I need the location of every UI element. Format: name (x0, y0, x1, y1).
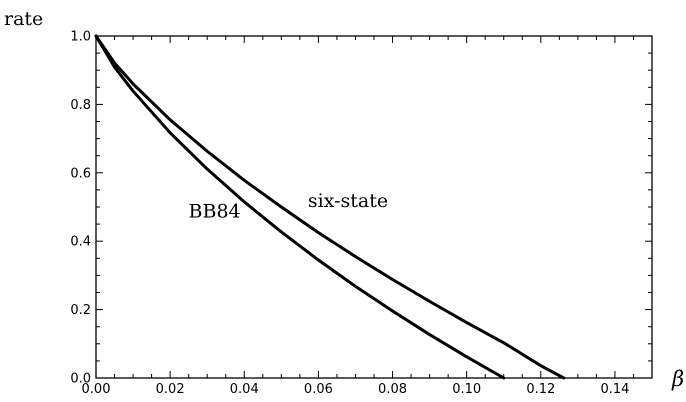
axis-ticks (95, 35, 653, 379)
x-axis-label: β (671, 367, 684, 391)
annotations: BB84 six-state (189, 190, 389, 222)
x-tick-label: 0.08 (378, 382, 407, 397)
y-tick-label: 0.0 (70, 372, 91, 387)
x-tick-label: 0.02 (156, 382, 185, 397)
x-tick-label: 0.14 (600, 382, 629, 397)
x-tick-label: 0.06 (304, 382, 333, 397)
y-axis-label: rate (4, 8, 43, 30)
series-line-bb84 (94, 34, 506, 380)
annotation-six-state: six-state (308, 190, 388, 212)
annotation-bb84: BB84 (189, 200, 241, 222)
x-tick-label: 0.10 (452, 382, 481, 397)
x-tick-label: 0.12 (526, 382, 555, 397)
x-tick-label: 0.04 (230, 382, 259, 397)
y-tick-label: 1.0 (70, 30, 91, 45)
series-lines (94, 34, 566, 380)
x-tick-label: 0.00 (82, 382, 111, 397)
y-tick-label: 0.8 (70, 98, 91, 113)
y-tick-label: 0.2 (70, 303, 91, 318)
y-tick-label: 0.4 (70, 235, 91, 250)
series-line-six-state (94, 34, 566, 380)
y-tick-label: 0.6 (70, 166, 91, 181)
tick-labels: 0.00 0.02 0.04 0.06 0.08 0.10 0.12 0.14 0.0 0.2 0.… (70, 30, 629, 398)
